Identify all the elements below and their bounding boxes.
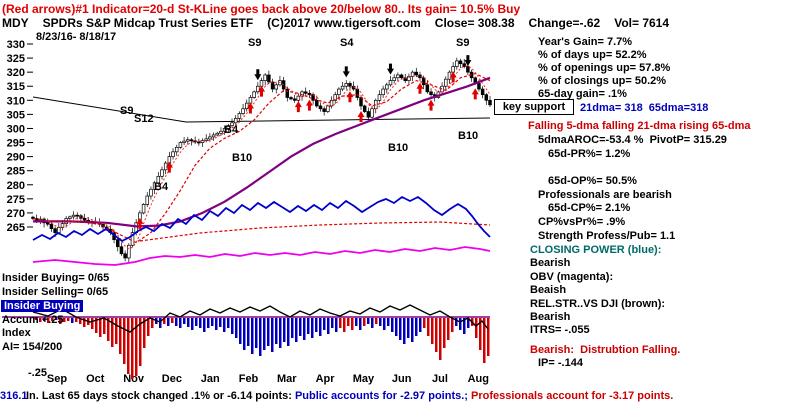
ma65-line [33,76,491,228]
indicator-text-line: Bearish [530,311,571,323]
indicator-text-line: 21dma= 318 65dma=318 [580,102,709,114]
support-trendline [32,96,491,123]
svg-text:S12: S12 [134,113,154,125]
indicator-text-line: Strength Profess/Pub= 1.1 [538,230,676,242]
indicator-headline: (Red arrows)#1 Indicator=20-d St-KLine g… [2,2,521,16]
svg-text:280: 280 [7,180,25,192]
svg-text:May: May [353,373,375,385]
indicator-text-line: Falling 5-dma falling 21-dma rising 65-d… [528,120,751,132]
svg-text:B10: B10 [232,152,252,164]
svg-text:Mar: Mar [277,373,297,385]
svg-text:305: 305 [7,109,25,121]
indicator-text-line: 65d-OP%= 50.5% [548,175,637,187]
svg-text:300: 300 [7,123,25,135]
svg-text:Jun: Jun [392,373,412,385]
svg-text:265: 265 [7,222,25,234]
indicator-text-line: Bearish [530,257,571,269]
neg-axis-label: -.25 [28,367,47,379]
indicator-text-line: 5dmaAROC=-53.4 % PivotP= 315.29 [538,134,727,146]
indicator-text-line: 65d-CP%= 2.1% [548,202,631,214]
indicator-text-line: CLOSING POWER (blue): [530,244,662,256]
svg-text:S9: S9 [120,105,133,117]
indicator-text-line: % of closings up= 50.2% [538,75,667,87]
svg-text:315: 315 [7,81,25,93]
svg-text:S4: S4 [340,37,354,49]
bottom-summary: In. Last 65 days stock changed .1% or -6… [26,390,673,402]
date-range: 8/23/16- 8/18/17 [36,31,117,43]
stock-header: MDY SPDRs S&P Midcap Trust Series ETF (C)2… [2,16,669,30]
ticker-symbol: MDY [2,16,29,30]
accum-histogram-layer [35,318,490,379]
accum-index-line [32,304,489,333]
closing-power-line [32,195,491,243]
copyright-site: (C)2017 www.tigersoft.com [267,16,421,30]
stock-name: SPDRs S&P Midcap Trust Series ETF [42,16,254,30]
svg-text:330: 330 [7,39,25,51]
close-value: Close= 308.38 [434,16,515,30]
indicator-text-line: Year's Gain= 7.7% [538,36,633,48]
indicator-text-line: OBV (magenta): [530,271,614,283]
indicator-text-line: CP%vsPr%= .9% [538,216,626,228]
svg-text:B4: B4 [224,124,239,136]
indicator-text-line: Professionals are bearish [538,189,672,201]
insider-selling-count: Insider Selling= 0/65 [2,286,109,298]
insider-buying-count: Insider Buying= 0/65 [2,272,110,284]
svg-text:Apr: Apr [316,373,336,385]
svg-text:Nov: Nov [123,373,145,385]
svg-text:275: 275 [7,194,25,206]
month-axis-labels: Sep Oct Nov Dec Jan Feb Mar Apr May Jun Jul Aug [47,373,489,385]
svg-text:310: 310 [7,95,25,107]
insider-buying-badge: Insider Buying [1,300,84,312]
indicator-text-line: 65-day gain= .1% [538,88,627,100]
indicator-text-line: 65d-PR%= 1.2% [548,148,631,160]
signal-arrows-layer [136,55,479,229]
indicator-text-line: % of days up= 52.2% [538,49,647,61]
key-support-box: key support [494,99,574,115]
cp-trendline [139,221,491,242]
volume-value: Vol= 7614 [614,16,670,30]
svg-text:Aug: Aug [468,373,489,385]
svg-text:B4: B4 [154,181,169,193]
summary-professionals: Professionals account for -3.17 points. [471,390,674,402]
svg-text:Jul: Jul [432,373,448,385]
svg-text:320: 320 [7,67,25,79]
summary-change: In. Last 65 days stock changed .1% or -6… [26,390,295,402]
svg-text:Feb: Feb [239,373,259,385]
svg-text:285: 285 [7,166,25,178]
ma21-line [32,72,491,244]
indicator-text-line: Bearish: Distrubtion Falling. [530,344,681,356]
change-value: Change=-.62 [528,16,601,30]
indicator-text-line: ITRS= -.055 [530,324,590,336]
index-label: Index [2,327,31,339]
svg-text:Dec: Dec [162,373,182,385]
svg-text:S9: S9 [456,37,469,49]
svg-text:325: 325 [7,53,25,65]
svg-text:Jan: Jan [201,373,220,385]
support-price-label: 316.1 [0,390,28,402]
indicator-text-line: Beaish [530,284,567,296]
svg-text:Sep: Sep [47,373,67,385]
svg-text:Oct: Oct [86,373,105,385]
svg-text:270: 270 [7,208,25,220]
price-axis-labels: 330 325 320 315 310 305 300 295 290 285 280 275 270 2… [7,39,33,234]
svg-text:295: 295 [7,138,25,150]
ai-ratio-label: AI= 154/200 [2,341,63,353]
indicator-text-line: % of openings up= 57.8% [538,62,671,74]
indicator-text-line: REL.STR..VS DJI (brown): [530,298,666,310]
svg-text:290: 290 [7,152,25,164]
summary-public: Public accounts for -2.97 points.; [294,390,471,402]
indicator-text-line: IP= -.144 [538,357,583,369]
ma5-line [47,65,491,250]
svg-text:B10: B10 [458,130,478,142]
svg-text:S9: S9 [248,37,261,49]
svg-text:B10: B10 [388,142,408,154]
accum-axis-label: Accum +.25 [2,314,64,326]
obv-line [32,246,491,266]
